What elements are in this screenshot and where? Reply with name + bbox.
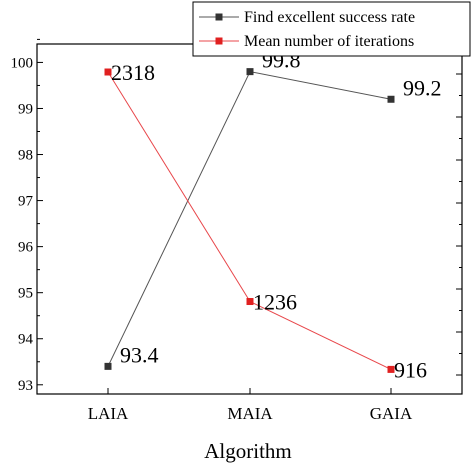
right-y-axis xyxy=(456,73,462,376)
data-point xyxy=(104,68,112,76)
data-label: 2318 xyxy=(111,60,155,85)
data-point xyxy=(387,365,395,373)
data-label: 916 xyxy=(394,357,427,382)
x-tick-label: LAIA xyxy=(88,404,129,423)
left-tick-label: 93 xyxy=(18,378,33,394)
left-tick-label: 98 xyxy=(18,148,33,164)
data-label: 93.4 xyxy=(120,342,159,367)
plot-frame xyxy=(36,43,463,395)
x-tick-label: GAIA xyxy=(370,404,413,423)
x-axis-title: Algorithm xyxy=(204,439,292,463)
data-label: 1236 xyxy=(253,290,297,315)
data-point xyxy=(104,362,112,370)
data-point xyxy=(246,68,254,76)
legend-marker-success-rate xyxy=(215,13,223,21)
legend-box xyxy=(192,1,471,57)
x-axis: LAIA MAIA GAIA xyxy=(88,388,413,423)
series-line-0 xyxy=(107,71,392,367)
data-point xyxy=(246,298,254,306)
data-point xyxy=(387,95,395,103)
data-label: 99.2 xyxy=(403,75,442,100)
left-tick-label: 95 xyxy=(18,286,33,302)
x-tick-label: MAIA xyxy=(227,404,273,423)
left-tick-label: 94 xyxy=(18,332,34,348)
left-tick-label: 97 xyxy=(18,194,34,210)
legend: Find excellent success rate Mean number … xyxy=(192,1,471,57)
left-tick-label: 100 xyxy=(11,55,34,71)
left-tick-label: 96 xyxy=(18,240,34,256)
left-tick-label: 99 xyxy=(18,101,33,117)
left-y-axis: 93 94 95 96 97 98 99 100 xyxy=(11,38,43,394)
legend-label-success-rate: Find excellent success rate xyxy=(244,9,415,26)
legend-label-iterations: Mean number of iterations xyxy=(244,33,414,50)
series-line-1 xyxy=(107,71,392,370)
legend-marker-iterations xyxy=(215,37,223,45)
